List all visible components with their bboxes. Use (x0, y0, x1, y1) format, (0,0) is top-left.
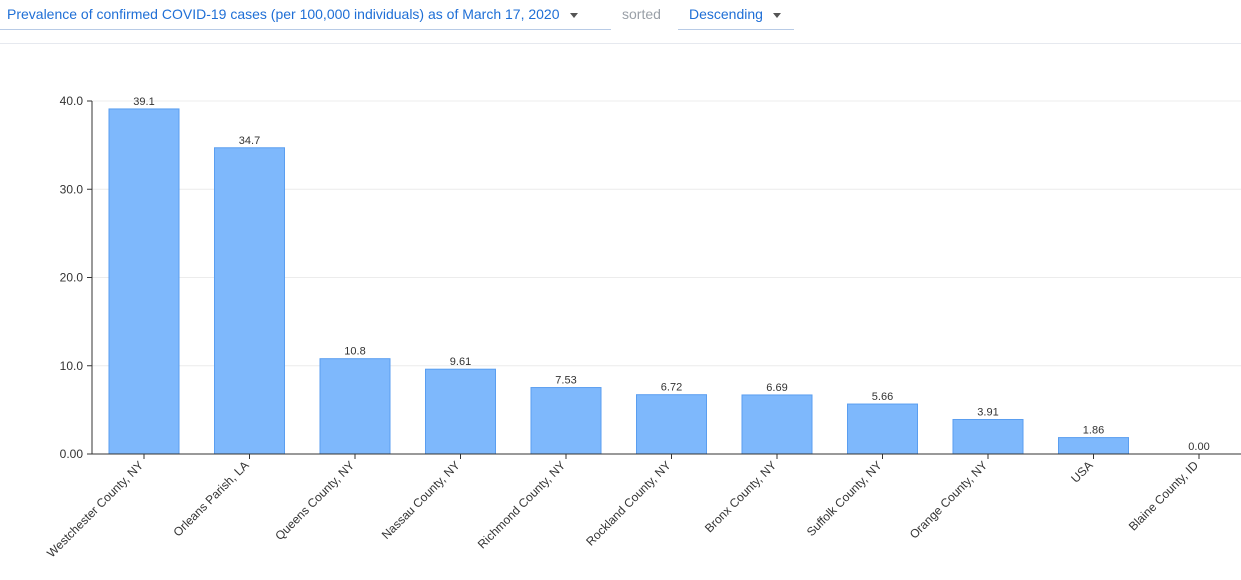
x-tick-label: Rockland County, NY (583, 458, 673, 548)
y-tick-label: 40.0 (60, 94, 84, 108)
bar (108, 108, 180, 455)
bar (319, 358, 391, 455)
metric-dropdown-label: Prevalence of confirmed COVID-19 cases (… (7, 6, 560, 22)
data-label: 0.00 (1188, 441, 1209, 453)
bar (214, 147, 285, 455)
x-tick-label: Richmond County, NY (475, 458, 568, 551)
data-label: 34.7 (239, 135, 260, 147)
x-tick-label: Bronx County, NY (702, 458, 779, 535)
data-label: 9.61 (450, 356, 471, 368)
sort-order-label: Descending (689, 6, 763, 22)
data-label: 6.72 (661, 382, 682, 394)
bar (1058, 437, 1129, 455)
x-tick-label: USA (1068, 458, 1095, 485)
bar (530, 387, 602, 455)
data-label: 7.53 (555, 375, 576, 387)
x-tick-label: Blaine County, ID (1126, 458, 1202, 534)
x-tick-label: Nassau County, NY (379, 458, 463, 542)
x-tick-label: Orange County, NY (907, 458, 990, 541)
y-tick-label: 20.0 (60, 271, 84, 285)
y-tick-label: 10.0 (60, 359, 84, 373)
y-tick-label: 0.00 (60, 447, 84, 461)
bar (847, 403, 918, 455)
data-label: 5.66 (872, 391, 893, 403)
y-tick-label: 30.0 (60, 182, 84, 196)
sorted-label: sorted (622, 6, 661, 22)
metric-dropdown[interactable]: Prevalence of confirmed COVID-19 cases (… (0, 0, 611, 30)
data-label: 3.91 (977, 406, 998, 418)
data-label: 6.69 (766, 382, 787, 394)
bar (741, 394, 813, 455)
data-label: 39.1 (133, 96, 154, 108)
x-tick-label: Suffolk County, NY (804, 458, 885, 539)
bar (636, 394, 707, 455)
chevron-down-icon (772, 12, 781, 18)
x-tick-label: Orleans Parish, LA (171, 458, 252, 539)
data-label: 1.86 (1083, 425, 1104, 437)
bar (952, 418, 1024, 455)
x-tick-label: Westchester County, NY (44, 458, 146, 560)
chevron-down-icon (569, 12, 578, 18)
bar (425, 368, 496, 455)
x-tick-label: Queens County, NY (272, 458, 357, 543)
bar-chart: 0.00 10.0 20.0 30.0 40.0 39.1 Westchester Coun… (44, 94, 1241, 560)
toolbar: Prevalence of confirmed COVID-19 cases (… (0, 0, 1241, 44)
sort-order-dropdown[interactable]: Descending (678, 0, 794, 30)
data-label: 10.8 (344, 346, 365, 358)
